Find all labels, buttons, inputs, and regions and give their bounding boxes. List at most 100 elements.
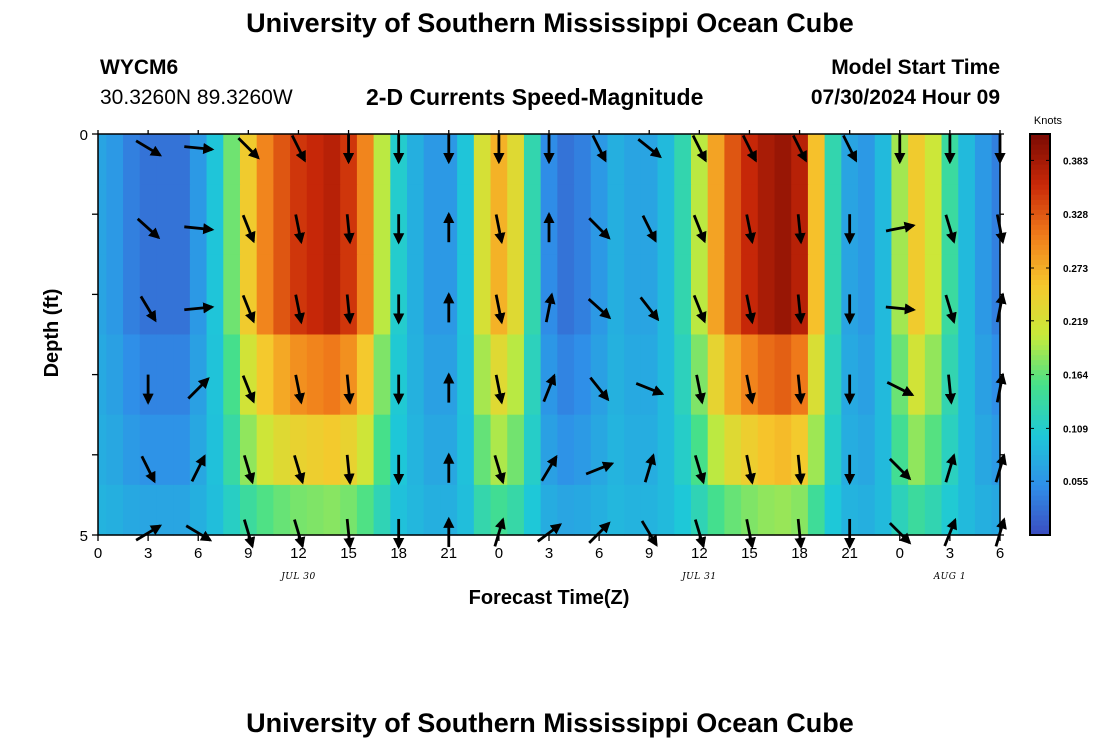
heatmap-cell (557, 334, 575, 416)
current-vector-arrow (184, 302, 215, 314)
colorbar-segment (1030, 244, 1050, 250)
colorbar-segment (1030, 149, 1050, 155)
heatmap-cell (557, 134, 575, 185)
heatmap-cell (340, 334, 358, 416)
heatmap-cell (273, 484, 291, 536)
heatmap-cell (640, 134, 659, 185)
heatmap-cell (373, 484, 391, 536)
heatmap-cell (323, 484, 341, 536)
colorbar-segment (1030, 484, 1050, 491)
heatmap-cell (390, 484, 408, 536)
heatmap-cell (574, 184, 592, 255)
heatmap-cell (690, 254, 709, 336)
heatmap-cell (774, 414, 792, 486)
heatmap-cell (507, 414, 525, 486)
colorbar-segment (1030, 209, 1050, 215)
heatmap-cell (574, 414, 592, 486)
heatmap-cell (908, 254, 926, 336)
current-vector-arrow (343, 374, 355, 405)
heatmap-cell (791, 484, 809, 536)
heatmap-cell (540, 484, 558, 536)
colorbar-segment (1030, 394, 1050, 401)
heatmap-cell (858, 254, 876, 336)
current-vector-arrow (635, 382, 665, 396)
heatmap-cell (924, 254, 943, 336)
heatmap-cell (540, 414, 558, 486)
colorbar-segment (1030, 204, 1050, 210)
colorbar-segment (1030, 249, 1050, 255)
colorbar-segment (1030, 199, 1050, 205)
current-vector-arrow (135, 139, 163, 157)
heatmap-cell (724, 184, 742, 255)
heatmap-cell (891, 184, 909, 255)
colorbar-segment (1030, 284, 1050, 290)
heatmap-cell (473, 184, 492, 255)
current-vector-arrow (139, 295, 157, 323)
heatmap-cell (306, 414, 325, 486)
heatmap-cell (924, 414, 943, 486)
heatmap-cell (941, 254, 959, 336)
heatmap-cell (373, 414, 391, 486)
colorbar-segment (1030, 434, 1050, 441)
current-vector-arrow (494, 294, 506, 325)
x-tick-label: 6 (595, 545, 603, 562)
current-vector-arrow (544, 292, 556, 323)
model-start-value: 07/30/2024 Hour 09 (810, 86, 1000, 109)
heatmap-cell (473, 334, 492, 416)
current-vector-arrow (290, 134, 306, 163)
heatmap-cell (924, 484, 943, 536)
heatmap-cell (173, 254, 191, 336)
current-vector-arrow (640, 520, 658, 547)
heatmap-cell (98, 334, 107, 416)
heatmap-cell (507, 184, 525, 255)
current-vector-arrow (691, 134, 707, 163)
heatmap-cell (373, 334, 391, 416)
current-vector-arrow (641, 215, 657, 243)
colorbar-segment (1030, 414, 1050, 421)
heatmap-cell (407, 334, 425, 416)
heatmap-cell (858, 484, 876, 536)
current-vector-arrow (184, 142, 215, 155)
heatmap-cell (941, 334, 959, 416)
heatmap-cell (824, 184, 842, 255)
x-tick-label: 18 (390, 545, 407, 562)
colorbar-segment (1030, 469, 1050, 476)
heatmap-cell (690, 334, 709, 416)
colorbar-segment (1030, 369, 1050, 376)
heatmap-cell (206, 334, 224, 416)
heatmap-cell (941, 414, 959, 486)
heatmap-cell (423, 414, 442, 486)
heatmap-cell (891, 414, 909, 486)
heatmap-cell (757, 184, 776, 255)
heatmap-cell (407, 414, 425, 486)
colorbar-segment (1030, 254, 1050, 260)
date-label: AUG 1 (933, 572, 966, 582)
heatmap-cell (473, 134, 492, 185)
heatmap-cell (574, 134, 592, 185)
heatmap-cell (807, 254, 826, 336)
heatmap-cell (123, 414, 141, 486)
heatmap-cell (106, 414, 124, 486)
heatmap-cell (206, 184, 224, 255)
heatmap-cell (874, 334, 893, 416)
x-tick-label: 0 (495, 545, 503, 562)
heatmap-cell (239, 254, 258, 336)
heatmap-cell (724, 334, 742, 416)
heatmap-cell (156, 414, 174, 486)
colorbar-segment (1030, 144, 1050, 150)
colorbar-segment (1030, 299, 1050, 306)
heatmap-cell (874, 484, 893, 536)
heatmap-cell (757, 484, 776, 536)
colorbar-segment (1030, 159, 1050, 165)
current-vector-arrow (741, 134, 757, 163)
heatmap-cell (557, 484, 575, 536)
heatmap-cell (958, 134, 976, 185)
colorbar-segment (1030, 294, 1050, 301)
heatmap-cell (958, 484, 976, 536)
heatmap-cell (624, 414, 642, 486)
heatmap-cell (340, 254, 358, 336)
current-vector-arrow (885, 221, 916, 233)
colorbar-segment (1030, 339, 1050, 346)
heatmap-cell (223, 184, 241, 255)
current-vector-arrow (744, 294, 756, 325)
